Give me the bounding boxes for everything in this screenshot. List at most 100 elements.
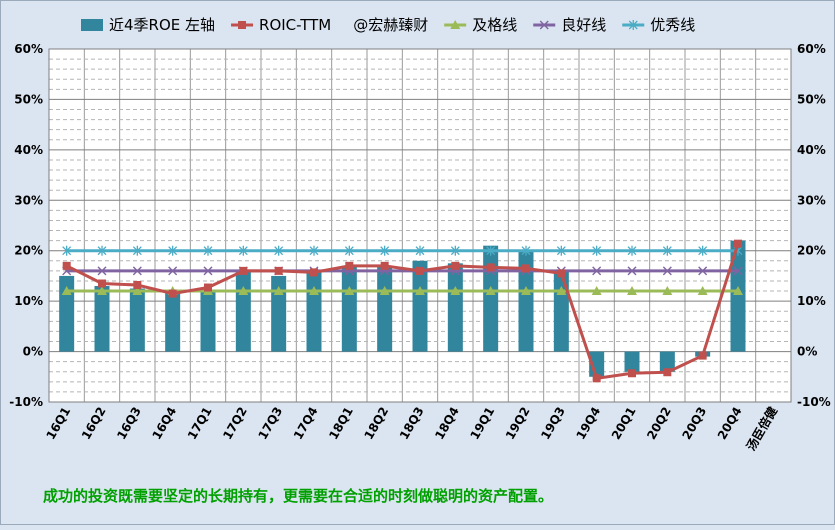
bar (165, 291, 181, 352)
x-tick-label: 汤臣倍健 (743, 403, 780, 453)
marker-square (486, 263, 495, 272)
marker-triangle (627, 286, 637, 296)
x-tick-label: 17Q4 (291, 405, 321, 443)
marker-x (203, 266, 213, 276)
x-tick-label: 19Q1 (468, 404, 498, 442)
marker-star (662, 245, 672, 256)
legend-swatch-bar (81, 19, 103, 31)
x-tick-label: 19Q4 (574, 405, 604, 443)
marker-square (168, 289, 177, 298)
marker-star (486, 245, 496, 256)
x-tick-label: 20Q4 (715, 405, 745, 443)
bar (553, 270, 569, 352)
marker-triangle (591, 286, 602, 296)
x-tick-label: 18Q4 (432, 405, 462, 443)
marker-star (62, 245, 72, 256)
y-tick-label-left: 20% (14, 244, 43, 258)
marker-star (415, 245, 425, 256)
footnote: 成功的投资既需要坚定的长期持有，更需要在合适的时刻做聪明的资产配置。 (43, 487, 554, 505)
bar (518, 250, 534, 352)
marker-x (539, 20, 549, 30)
bar (94, 286, 110, 352)
y-tick-label-left: 10% (14, 294, 43, 308)
x-axis: 16Q1 16Q2 16Q3 16Q4 17Q1 17Q2 17Q3 17Q4 18Q1 18Q2… (44, 403, 781, 453)
marker-square (592, 374, 601, 383)
marker-square (522, 264, 530, 273)
x-tick-label: 20Q3 (680, 405, 710, 443)
marker-star (627, 245, 637, 256)
x-tick-label: 18Q3 (397, 405, 427, 443)
marker-triangle (556, 286, 567, 296)
marker-triangle (733, 286, 743, 296)
bar (447, 263, 463, 352)
legend-label: 优秀线 (650, 16, 695, 34)
y-tick-label-right: -10% (797, 395, 831, 409)
y-tick-label-left: 40% (14, 143, 43, 157)
marker-square (416, 266, 424, 275)
marker-triangle (379, 286, 390, 296)
x-tick-label: 18Q1 (326, 405, 356, 443)
marker-star (203, 245, 213, 256)
x-tick-label: 18Q2 (362, 405, 392, 443)
plot-border (48, 48, 792, 403)
x-tick-label: 16Q2 (79, 405, 109, 443)
bar (624, 351, 640, 372)
series-square (62, 239, 742, 383)
lines (61, 239, 743, 383)
marker-square (628, 369, 636, 378)
bar (341, 265, 357, 352)
x-tick-label: 19Q2 (503, 405, 533, 443)
y-tick-label-right: 50% (797, 92, 826, 106)
marker-square (345, 261, 354, 270)
marker-x (592, 266, 602, 276)
y-axis-left: -10% 0% 10% 20% 30% 40% 50% 60% (9, 42, 43, 409)
marker-x (627, 266, 637, 276)
marker-square (451, 261, 460, 270)
marker-star (698, 245, 708, 256)
marker-triangle (309, 286, 319, 296)
marker-triangle (450, 20, 461, 29)
marker-square (734, 239, 742, 248)
legend-note: @宏赫臻财 (353, 16, 428, 34)
marker-triangle (238, 286, 249, 296)
marker-square (310, 268, 318, 277)
marker-x (698, 266, 708, 276)
marker-triangle (415, 286, 425, 296)
marker-triangle (97, 286, 107, 296)
marker-star (628, 20, 638, 30)
marker-x (97, 266, 107, 276)
marker-star (450, 245, 460, 256)
bar (377, 265, 393, 352)
x-tick-label: 19Q3 (538, 405, 568, 443)
marker-star (592, 245, 602, 256)
marker-triangle (697, 286, 708, 296)
y-tick-label-left: 60% (14, 42, 43, 56)
marker-x (733, 266, 743, 276)
marker-star (132, 245, 142, 256)
legend-label: 及格线 (472, 16, 517, 34)
marker-star (274, 245, 284, 256)
y-tick-label-right: 30% (797, 193, 826, 207)
bar (129, 288, 145, 352)
bar (659, 351, 675, 372)
x-tick-label: 16Q4 (150, 405, 180, 443)
y-tick-label-right: 20% (797, 244, 826, 258)
marker-x (168, 266, 178, 276)
x-tick-label: 20Q2 (644, 405, 674, 443)
marker-square (62, 261, 71, 270)
y-axis-right: -10% 0% 10% 20% 30% 40% 50% 60% (797, 42, 831, 409)
legend: 近4季ROE 左轴 ROIC-TTM @宏赫臻财 及格线 良好线 优秀线 (81, 16, 695, 34)
marker-star (97, 245, 107, 256)
marker-star (380, 245, 390, 256)
marker-star (238, 245, 248, 256)
marker-triangle (132, 286, 143, 296)
marker-triangle (344, 286, 355, 296)
bar (235, 270, 251, 352)
y-tick-label-left: 30% (14, 193, 43, 207)
marker-triangle (521, 286, 531, 296)
x-tick-label: 17Q2 (220, 405, 250, 443)
marker-square (380, 261, 389, 270)
bar (483, 245, 499, 352)
marker-x (132, 266, 142, 276)
series-line (65, 243, 740, 380)
